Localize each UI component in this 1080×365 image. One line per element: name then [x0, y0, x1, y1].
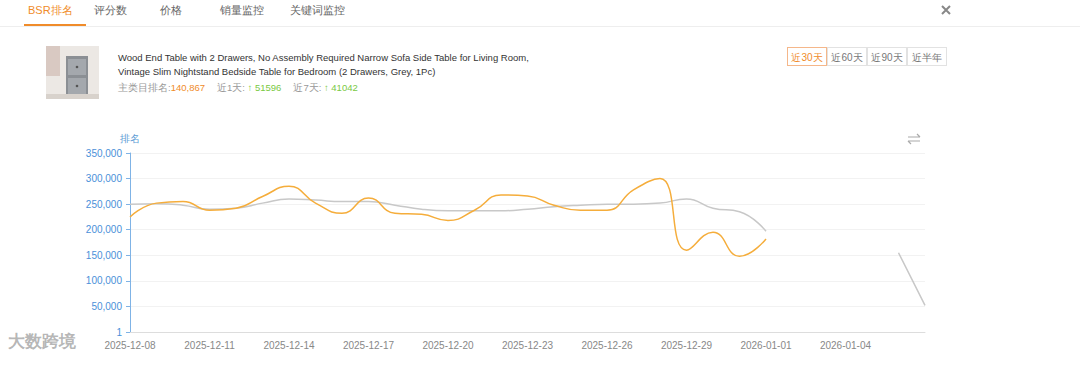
html-text:近60天: 近60天	[831, 52, 863, 63]
svg-text:2025-12-17: 2025-12-17	[343, 340, 395, 351]
html-text:评分数: 评分数	[94, 4, 127, 16]
svg-text:2025-12-08: 2025-12-08	[104, 340, 156, 351]
svg-text:2025-12-29: 2025-12-29	[661, 340, 713, 351]
html-text:关键词监控: 关键词监控	[290, 4, 345, 16]
svg-text:2025-12-23: 2025-12-23	[502, 340, 554, 351]
html-text:近7天: ↑ 41042: 近7天: ↑ 41042	[293, 82, 358, 93]
svg-text:2025-12-26: 2025-12-26	[581, 340, 633, 351]
html-text:近半年: 近半年	[912, 52, 942, 63]
html-text:大数跨境: 大数跨境	[8, 332, 76, 351]
html-text:近90天: 近90天	[871, 52, 903, 63]
html-text:销量监控: 销量监控	[220, 4, 264, 16]
svg-text:300,000: 300,000	[86, 173, 123, 184]
svg-text:2025-12-11: 2025-12-11	[184, 340, 235, 351]
svg-text:2025-12-14: 2025-12-14	[263, 340, 315, 351]
html-text:近1天: ↑ 51596: 近1天: ↑ 51596	[217, 82, 282, 93]
svg-text:2026-01-01: 2026-01-01	[740, 340, 792, 351]
svg-text:150,000: 150,000	[86, 250, 123, 261]
svg-text:1: 1	[116, 327, 122, 338]
svg-text:2025-12-20: 2025-12-20	[422, 340, 474, 351]
html-text:价格: 价格	[160, 4, 182, 16]
html-text:Wood End Table with 2 Drawers,: Wood End Table with 2 Drawers, No Assemb…	[118, 52, 529, 77]
svg-text:250,000: 250,000	[86, 199, 123, 210]
svg-text:50,000: 50,000	[91, 301, 122, 312]
html-text:BSR排名: BSR排名	[28, 4, 73, 16]
html-text:近30天: 近30天	[791, 52, 823, 63]
svg-text:排名: 排名	[120, 133, 140, 144]
html-text:主类目排名: 140,867: 主类目排名: 140,867	[118, 82, 205, 93]
svg-text:2026-01-04: 2026-01-04	[820, 340, 872, 351]
svg-text:200,000: 200,000	[86, 224, 123, 235]
svg-text:100,000: 100,000	[86, 275, 123, 286]
svg-text:350,000: 350,000	[86, 148, 123, 159]
